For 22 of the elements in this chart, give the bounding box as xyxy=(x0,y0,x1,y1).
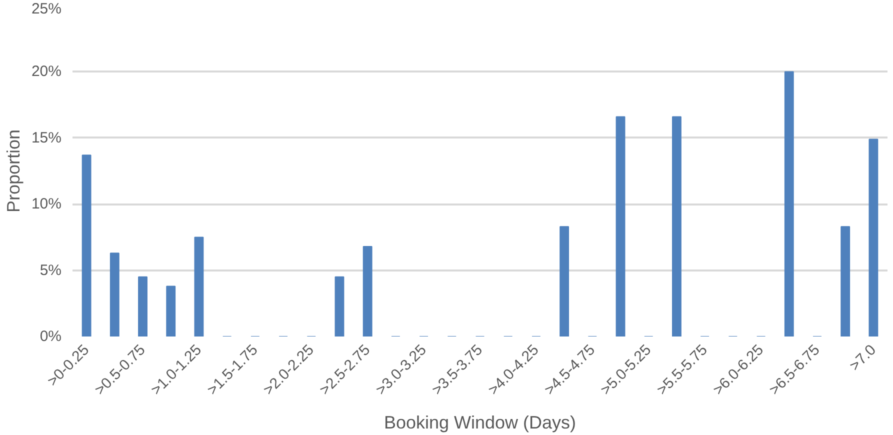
y-tick-label: 20% xyxy=(31,63,62,80)
bar xyxy=(560,226,570,336)
x-tick-label: >7.0 xyxy=(846,341,880,374)
bar xyxy=(840,226,850,336)
bar xyxy=(616,116,626,336)
bar xyxy=(784,71,794,336)
bar xyxy=(166,286,176,336)
y-tick-label: 15% xyxy=(31,129,62,146)
y-tick-label: 0% xyxy=(40,328,62,345)
bar xyxy=(194,236,204,336)
y-tick-label: 10% xyxy=(31,196,62,213)
x-axis-title: Booking Window (Days) xyxy=(384,412,576,433)
bar xyxy=(110,252,120,336)
bar xyxy=(362,246,372,336)
y-tick-label: 25% xyxy=(31,0,62,18)
bar xyxy=(672,116,682,336)
bar xyxy=(82,154,92,336)
y-tick-label: 5% xyxy=(40,262,62,279)
bar xyxy=(868,138,878,336)
bar xyxy=(138,276,148,336)
bar xyxy=(334,276,344,336)
y-axis-title: Proportion xyxy=(3,129,24,213)
